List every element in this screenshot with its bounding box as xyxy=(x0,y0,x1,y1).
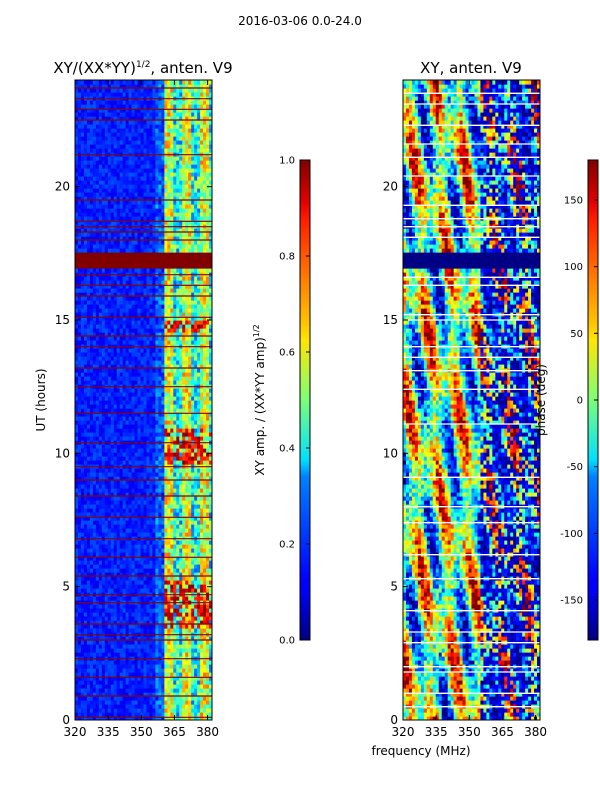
phase-colorbar-tick-label: 100 xyxy=(564,262,583,273)
amplitude-y-label: UT (hours) xyxy=(34,368,48,431)
amplitude-title-main: XY/(XX*YY) xyxy=(53,59,136,77)
phase-colorbar-ticks: -150 -100 -50 0 50 100 150 xyxy=(560,196,598,607)
phase-colorbar-tick-label: -50 xyxy=(567,462,583,473)
phase-panel: XY, anten. V9 0 5 10 15 20 320 335 350 365 380 fr… xyxy=(371,59,547,758)
phase-xtick-label: 365 xyxy=(491,725,514,739)
phase-title: XY, anten. V9 xyxy=(420,59,522,77)
phase-colorbar-tick-label: -100 xyxy=(560,529,583,540)
amplitude-colorbar-tick-label: 1.0 xyxy=(279,156,295,167)
amplitude-colorbar-tick-label: 0.4 xyxy=(279,444,295,455)
phase-heatmap xyxy=(403,80,540,720)
amplitude-axes: 0 5 10 15 20 320 335 350 365 380 xyxy=(55,80,219,739)
phase-xtick-label: 335 xyxy=(425,725,448,739)
page-title: 2016-03-06 0.0-24.0 xyxy=(238,14,362,28)
phase-xtick-label: 380 xyxy=(524,725,547,739)
phase-ytick-label: 20 xyxy=(383,180,398,194)
amplitude-ytick-label: 5 xyxy=(62,580,70,594)
phase-colorbar-label: phase (deg) xyxy=(534,364,548,436)
amplitude-xtick-label: 320 xyxy=(64,725,87,739)
amplitude-colorbar-label-main: XY amp. / (XX*YY amp) xyxy=(253,337,267,475)
phase-ytick-label: 15 xyxy=(383,313,398,327)
amplitude-colorbar: 0.0 0.2 0.4 0.6 0.8 1.0 XY amp. / (XX*YY amp)… xyxy=(252,156,311,647)
phase-colorbar-tick-label: -150 xyxy=(560,596,583,607)
amplitude-plot-frame xyxy=(74,79,213,721)
amplitude-xtick-label: 350 xyxy=(130,725,153,739)
amplitude-ytick-label: 0 xyxy=(62,713,70,727)
amplitude-colorbar-label-sup: 1/2 xyxy=(252,324,261,337)
amplitude-title: XY/(XX*YY)1/2, anten. V9 xyxy=(53,59,232,77)
phase-xtick-label: 350 xyxy=(458,725,481,739)
phase-colorbar-tick-label: 0 xyxy=(577,396,583,407)
amplitude-ytick-label: 20 xyxy=(55,180,70,194)
phase-ytick-label: 0 xyxy=(390,713,398,727)
phase-axes: 0 5 10 15 20 320 335 350 365 380 xyxy=(383,80,547,739)
amplitude-colorbar-label: XY amp. / (XX*YY amp)1/2 xyxy=(252,324,267,475)
amplitude-ytick-label: 15 xyxy=(55,313,70,327)
phase-xtick-label: 320 xyxy=(392,725,415,739)
amplitude-heatmap xyxy=(75,80,212,720)
amplitude-colorbar-tick-label: 0.0 xyxy=(279,636,295,647)
amplitude-colorbar-gradient xyxy=(299,159,311,641)
phase-colorbar-tick-label: 150 xyxy=(564,196,583,207)
amplitude-xtick-label: 335 xyxy=(97,725,120,739)
phase-colorbar: -150 -100 -50 0 50 100 150 phase (deg) xyxy=(534,159,599,641)
amplitude-ytick-label: 10 xyxy=(55,446,70,460)
amplitude-panel: XY/(XX*YY)1/2, anten. V9 0 5 10 15 20 320 335 3… xyxy=(34,59,233,739)
phase-x-label: frequency (MHz) xyxy=(371,744,470,758)
amplitude-colorbar-tick-label: 0.2 xyxy=(279,540,295,551)
amplitude-title-tail: , anten. V9 xyxy=(150,59,232,77)
phase-ytick-label: 5 xyxy=(390,580,398,594)
amplitude-xtick-label: 365 xyxy=(163,725,186,739)
phase-ytick-label: 10 xyxy=(383,446,398,460)
phase-colorbar-tick-label: 50 xyxy=(570,329,583,340)
amplitude-title-sup: 1/2 xyxy=(136,60,150,70)
amplitude-colorbar-tick-label: 0.6 xyxy=(279,348,295,359)
amplitude-colorbar-tick-label: 0.8 xyxy=(279,252,295,263)
amplitude-colorbar-ticks: 0.0 0.2 0.4 0.6 0.8 1.0 xyxy=(279,156,310,647)
amplitude-xtick-label: 380 xyxy=(196,725,219,739)
phase-plot-frame xyxy=(402,79,541,721)
